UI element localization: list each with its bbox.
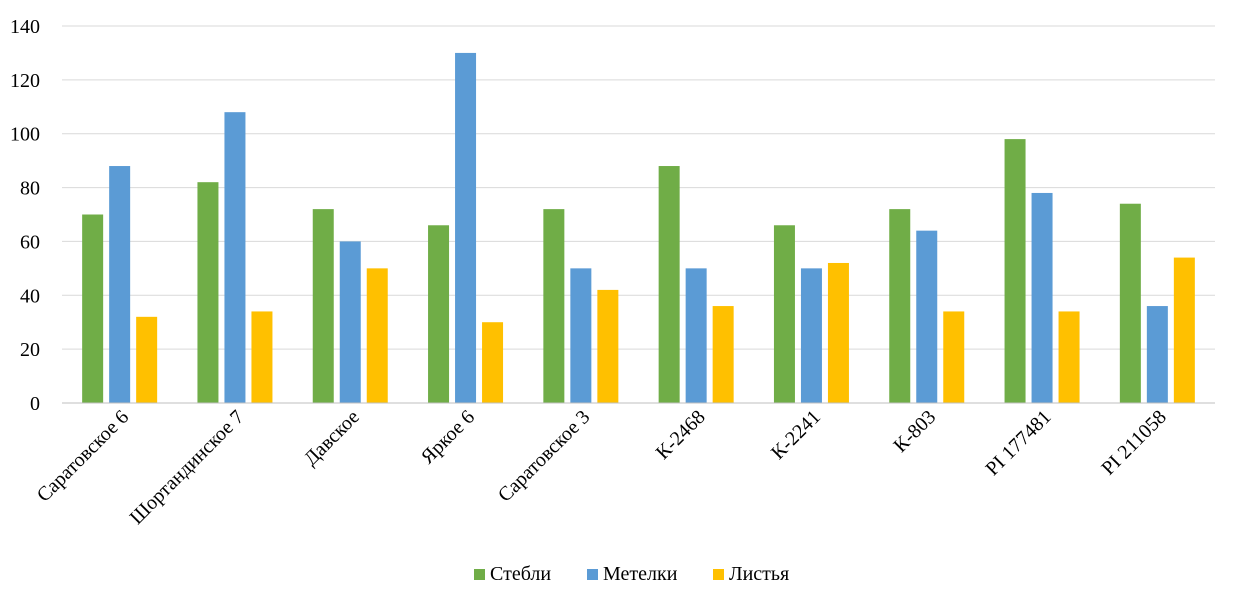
bar-series-2-category-2 [366, 268, 388, 403]
bar-series-1-category-3 [455, 52, 477, 404]
bar-series-1-category-1 [224, 112, 246, 404]
x-category-label: PI 211058 [1097, 406, 1171, 480]
x-category-label: Шортандинское 7 [126, 406, 249, 529]
x-category-label: К-2241 [767, 406, 825, 464]
bar-series-0-category-1 [197, 182, 219, 403]
legend-swatch-2 [713, 569, 724, 580]
legend: Стебли Метелки Листья [474, 563, 789, 585]
bar-series-1-category-4 [570, 268, 592, 403]
bar-series-2-category-1 [251, 311, 273, 403]
gridlines [62, 25, 1215, 350]
legend-swatch-0 [474, 569, 485, 580]
y-tick-label: 20 [20, 339, 40, 361]
x-category-label: К-803 [889, 406, 940, 457]
bar-series-0-category-8 [1004, 139, 1026, 403]
bar-series-0-category-6 [773, 225, 795, 403]
legend-label-2: Листья [729, 563, 789, 585]
x-category-label: Давское [300, 406, 364, 470]
x-category-label: PI 177481 [981, 406, 1055, 480]
bar-series-0-category-3 [428, 225, 450, 403]
y-tick-label: 120 [10, 70, 40, 92]
bar-series-1-category-9 [1146, 306, 1168, 403]
bar-series-2-category-0 [136, 316, 158, 403]
bar-series-2-category-4 [597, 289, 619, 403]
bar-series-2-category-8 [1058, 311, 1080, 403]
bar-series-1-category-8 [1031, 192, 1053, 403]
x-category-label: Саратовское 6 [33, 406, 133, 506]
x-category-label: К-2468 [652, 406, 710, 464]
bar-series-1-category-2 [339, 241, 361, 403]
x-category-label: Саратовское 3 [494, 406, 594, 506]
y-tick-label: 0 [30, 393, 40, 415]
bar-series-0-category-2 [312, 209, 334, 403]
bar-series-0-category-4 [543, 209, 565, 403]
y-tick-label: 40 [20, 285, 40, 307]
x-category-label: Яркое 6 [417, 406, 479, 468]
bar-series-0-category-5 [658, 166, 680, 403]
bar-series-2-category-9 [1173, 257, 1195, 403]
bar-series-1-category-7 [916, 230, 938, 403]
bar-series-2-category-5 [712, 306, 734, 403]
legend-label-1: Метелки [603, 563, 678, 585]
bar-series-2-category-6 [827, 262, 849, 403]
legend-label-0: Стебли [490, 563, 551, 585]
bar-series-1-category-5 [685, 268, 707, 403]
bar-series-2-category-7 [943, 311, 965, 403]
bars [82, 52, 1195, 404]
bar-series-2-category-3 [482, 322, 504, 403]
y-tick-label: 100 [10, 124, 40, 146]
y-tick-label: 60 [20, 231, 40, 253]
bar-series-0-category-9 [1119, 203, 1141, 403]
bar-series-1-category-0 [109, 166, 131, 403]
bar-series-1-category-6 [800, 268, 822, 403]
y-axis-tick-labels: 0 20 40 60 80 100 120 140 [10, 16, 40, 415]
y-tick-label: 80 [20, 178, 40, 200]
bar-series-0-category-7 [889, 209, 911, 403]
y-tick-label: 140 [10, 16, 40, 38]
bar-series-0-category-0 [82, 214, 104, 403]
legend-swatch-1 [587, 569, 598, 580]
